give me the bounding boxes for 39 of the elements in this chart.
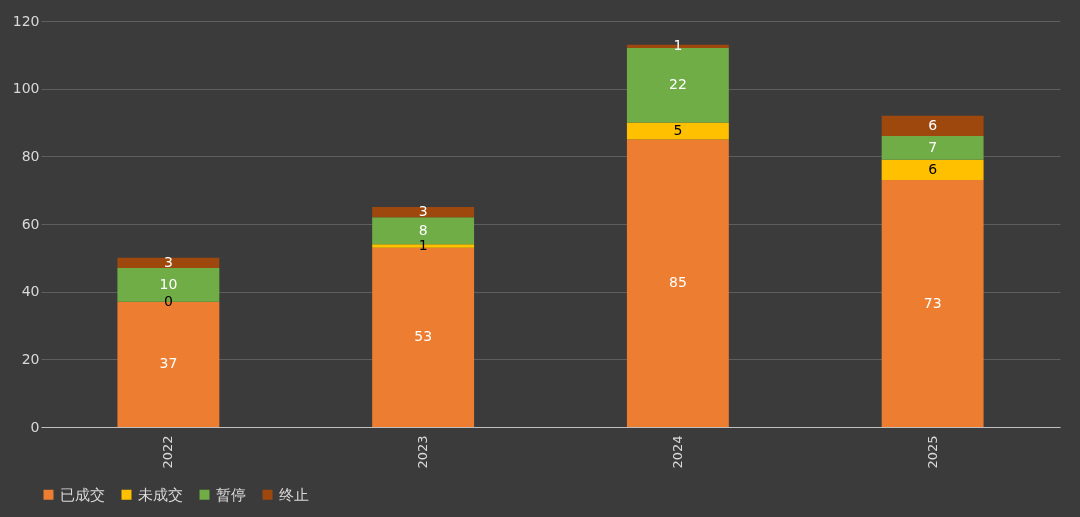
data-label: 3 [418,203,428,220]
data-label: 6 [928,116,938,133]
bar [881,159,984,181]
data-label: 22 [668,76,687,93]
bar [372,207,475,218]
data-label: 5 [673,121,683,138]
bar [881,136,984,160]
y-tick-label: 40 [21,283,40,300]
legend-label: 终止 [279,485,309,504]
y-tick-label: 100 [12,80,40,97]
bar [626,48,729,123]
data-label: 1 [418,236,428,253]
data-label: 1 [673,37,683,54]
x-tick-label: 2023 [415,435,431,469]
y-tick-label: 60 [21,215,40,232]
legend-label: 未成交 [138,485,183,504]
y-tick-label: 0 [30,418,40,435]
bar [626,122,729,140]
y-tick-label: 80 [21,147,40,164]
x-tick-label: 2025 [924,435,940,469]
bar [881,115,984,137]
data-label: 7 [928,138,938,155]
x-tick-label: 2024 [669,435,685,469]
bar [117,257,220,268]
bar [881,180,984,427]
data-label: 73 [923,294,942,311]
data-label: 8 [418,221,428,238]
y-tick-label: 120 [12,12,40,29]
y-tick-label: 20 [21,350,40,367]
bar [626,139,729,427]
data-label: 3 [163,253,173,270]
data-label: 6 [928,160,938,177]
x-tick-label: 2022 [160,435,176,469]
data-label: 37 [159,355,178,372]
legend-label: 暂停 [216,485,246,504]
legend-label: 已成交 [60,485,105,504]
data-label: 10 [159,275,178,292]
data-label: 85 [668,274,687,291]
data-label: 53 [414,328,433,345]
